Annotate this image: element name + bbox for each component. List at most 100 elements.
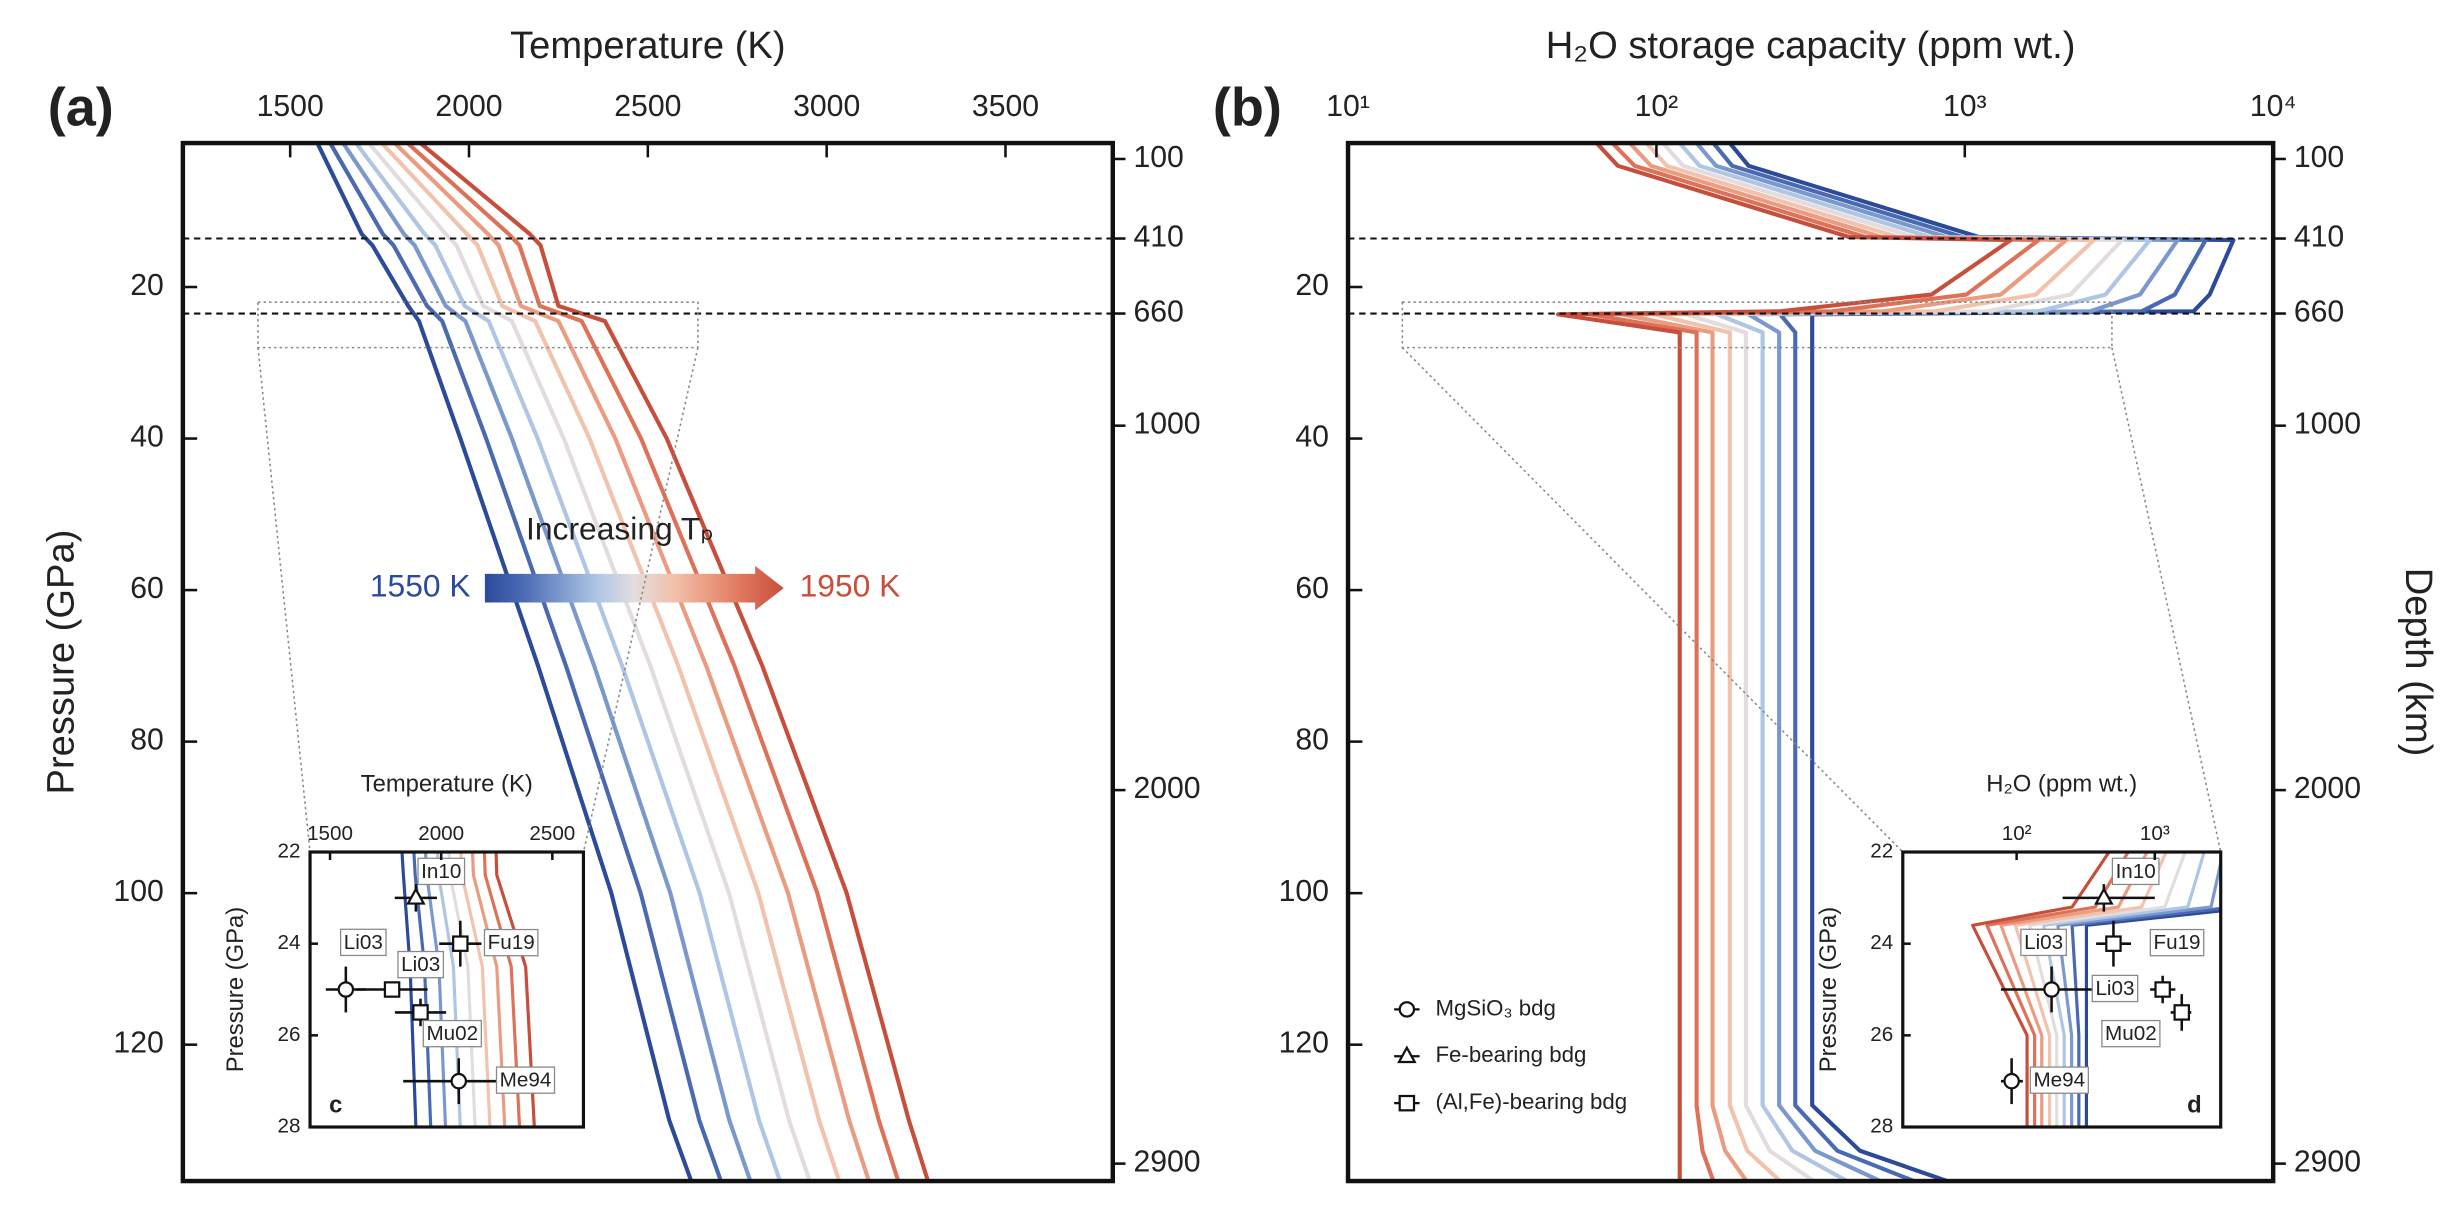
annotation: Increasing Tₚ (526, 510, 714, 546)
label-box (2029, 1066, 2089, 1094)
y2-tick-label: 2900 (1133, 1146, 1200, 1179)
series-line (1678, 143, 2152, 1182)
y-tick-label: 80 (1295, 724, 1329, 757)
series-line (1695, 143, 2180, 1182)
series-line (1971, 852, 2111, 1128)
y2-tick-label: 1000 (2294, 408, 2361, 441)
series-line (1556, 143, 2013, 1182)
point-label: Mu02 (2105, 1022, 2157, 1045)
point-label: In10 (2116, 860, 2156, 883)
series-line (1645, 143, 2097, 1182)
series-line (2042, 852, 2206, 1128)
zoom-guide (2111, 347, 2222, 853)
label-box (2149, 928, 2205, 957)
marker-circle (450, 1072, 468, 1090)
y2-tick-label: 660 (1133, 296, 1183, 329)
series-line (406, 143, 901, 1182)
series-line (2013, 852, 2168, 1128)
x-tick-label: 2000 (435, 90, 502, 123)
label-box (417, 857, 466, 886)
point-label: Me94 (2033, 1069, 2085, 1092)
y-axis-title: Pressure (GPa) (1815, 907, 1842, 1073)
marker-triangle (406, 886, 426, 905)
y-tick-label: 22 (1870, 839, 1893, 862)
x-tick-label: 10³ (1943, 90, 1987, 123)
y2-tick-label: 410 (1133, 221, 1183, 254)
x-axis-title: Temperature (K) (510, 24, 785, 67)
y-tick-label: 24 (278, 931, 301, 954)
annotation-start: 1550 K (370, 568, 471, 604)
series-line (1588, 143, 2041, 1182)
series-line (419, 143, 931, 1182)
marker-circle (2043, 981, 2060, 998)
y2-tick-label: 660 (2294, 296, 2344, 329)
x-tick-label: 2500 (529, 822, 575, 845)
y2-axis-title: Depth (km) (2397, 568, 2440, 757)
zoom-box (1401, 301, 2113, 349)
y-tick-label: 60 (1295, 572, 1329, 605)
legend-label: (Al,Fe)-bearing bdg (1435, 1089, 1627, 1114)
y2-tick-label: 410 (2294, 221, 2344, 254)
series-line (1985, 852, 2130, 1128)
y-tick-label: 22 (278, 839, 301, 862)
series-line (380, 143, 842, 1182)
y2-tick-label: 2000 (1133, 772, 1200, 805)
panel-label: d (2187, 1092, 2202, 1119)
label-box (397, 950, 445, 979)
series-line (341, 143, 753, 1182)
y-tick-label: 40 (130, 421, 164, 454)
y-tick-label: 40 (1295, 421, 1329, 454)
x-tick-label: 3500 (972, 90, 1039, 123)
plot-frame (308, 850, 586, 1129)
legend-label: MgSiO₃ bdg (1435, 995, 1555, 1020)
marker-square (2154, 981, 2171, 998)
plot-frame (1901, 850, 2223, 1129)
legend-label: Fe-bearing bdg (1435, 1042, 1586, 1067)
point-label: Fu19 (2153, 931, 2200, 954)
y-tick-label: 120 (113, 1027, 163, 1060)
point-label: Li03 (401, 953, 440, 976)
point-label: Me94 (500, 1069, 552, 1092)
marker-square (383, 981, 401, 998)
marker-square (2105, 935, 2122, 952)
label-box (2101, 1019, 2161, 1048)
marker-circle (1398, 1001, 1416, 1018)
y-tick-label: 120 (1279, 1027, 1329, 1060)
plot-frame (1345, 140, 2276, 1184)
series-line (393, 143, 872, 1182)
x-axis-title: H₂O (ppm wt.) (1986, 771, 2137, 798)
y-tick-label: 20 (130, 269, 164, 302)
y-tick-label: 28 (1870, 1114, 1893, 1137)
marker-circle (2003, 1072, 2020, 1090)
marker-square (1398, 1094, 1416, 1112)
panel-label: (b) (1213, 78, 1282, 138)
point-label: Mu02 (426, 1022, 478, 1045)
x-axis-title: H₂O storage capacity (ppm wt.) (1546, 24, 2076, 67)
series-line (2027, 852, 2187, 1128)
point-label: Li03 (2095, 977, 2134, 1000)
y-axis-title: Pressure (GPa) (222, 907, 249, 1073)
point-label: Li03 (344, 931, 383, 954)
x-axis-title: Temperature (K) (361, 771, 533, 798)
label-box (2020, 928, 2067, 957)
point-label: Fu19 (488, 931, 535, 954)
y2-tick-label: 2900 (2294, 1146, 2361, 1179)
series-line (2056, 855, 2221, 1128)
label-box (2091, 974, 2139, 1003)
x-tick-label: 1500 (257, 90, 324, 123)
y-axis-title: Pressure (GPa) (40, 530, 83, 795)
x-tick-label: 2500 (614, 90, 681, 123)
zoom-guide (1401, 347, 1904, 853)
y-tick-label: 60 (130, 572, 164, 605)
series-line (367, 143, 812, 1182)
marker-triangle (2094, 886, 2114, 905)
y-tick-label: 24 (1870, 931, 1893, 954)
series-line (354, 143, 783, 1182)
annotation-end: 1950 K (800, 568, 901, 604)
marker-triangle (1397, 1045, 1417, 1064)
series-line (1619, 143, 2069, 1182)
label-box (422, 1019, 482, 1048)
marker-square (452, 935, 469, 952)
y2-tick-label: 100 (2294, 141, 2344, 174)
